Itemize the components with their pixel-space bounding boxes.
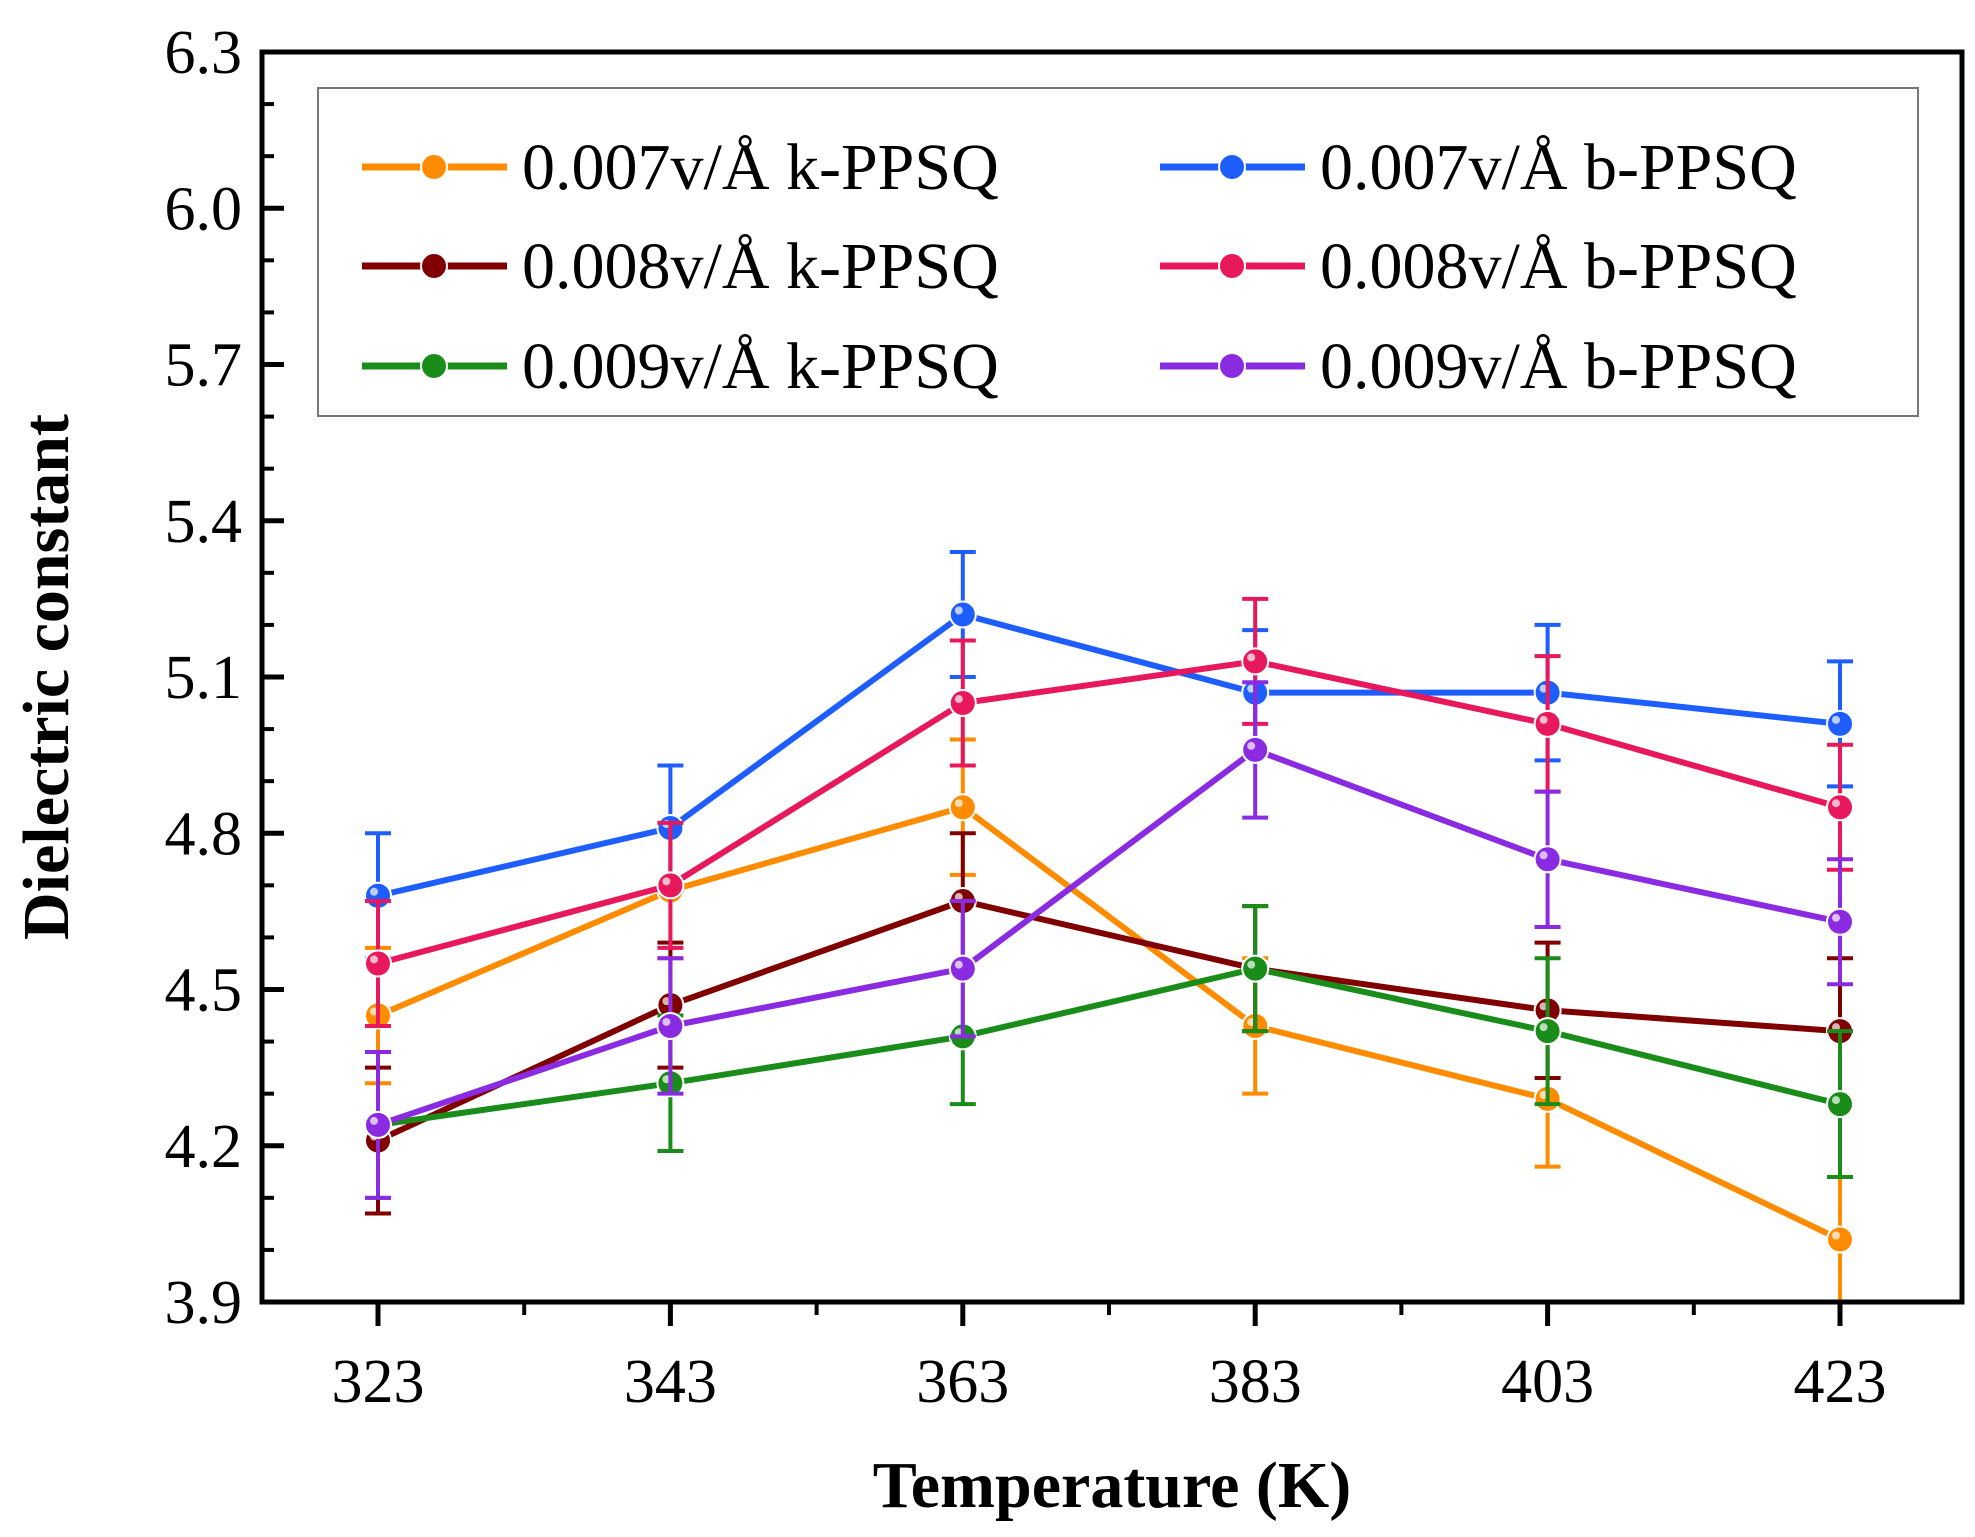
data-point xyxy=(1826,1225,1854,1254)
data-point-highlight xyxy=(370,955,378,964)
x-axis-title: Temperature (K) xyxy=(873,1449,1351,1522)
data-point-highlight xyxy=(1247,653,1256,662)
y-tick-label: 4.5 xyxy=(165,957,243,1025)
plot-series xyxy=(364,550,1854,1304)
data-point xyxy=(364,949,392,978)
data-point xyxy=(656,1011,685,1040)
y-tick-label: 4.2 xyxy=(165,1113,243,1181)
data-point-highlight xyxy=(1832,913,1840,922)
data-point-highlight xyxy=(1539,1023,1548,1032)
series-line xyxy=(376,804,1842,1243)
data-point xyxy=(948,689,977,718)
legend-item: 0.007v/Å b-PPSQ xyxy=(1160,131,1797,204)
legend-item: 0.007v/Å k-PPSQ xyxy=(362,131,999,204)
legend-label: 0.009v/Å b-PPSQ xyxy=(1320,330,1797,403)
y-tick-label: 4.8 xyxy=(165,800,243,868)
x-tick-label: 403 xyxy=(1501,1348,1594,1416)
legend: 0.007v/Å k-PPSQ 0.007v/Å b-PPSQ 0.008v/Å k… xyxy=(317,87,1919,417)
data-point-highlight xyxy=(954,960,963,969)
data-point xyxy=(1533,845,1562,874)
legend-swatch-marker xyxy=(420,252,448,280)
legend-box xyxy=(317,87,1919,417)
x-tick-label: 383 xyxy=(1209,1348,1302,1416)
x-tick-label: 363 xyxy=(916,1348,1009,1416)
series-line xyxy=(377,965,1841,1128)
data-point-highlight xyxy=(1832,799,1840,808)
data-point xyxy=(1241,954,1270,983)
data-point xyxy=(1241,647,1270,676)
data-point xyxy=(1533,1017,1562,1046)
legend-label: 0.008v/Å b-PPSQ xyxy=(1320,230,1797,303)
legend-label: 0.009v/Å k-PPSQ xyxy=(522,330,999,403)
series-line xyxy=(377,611,1841,899)
data-point-highlight xyxy=(1247,741,1256,750)
legend-swatch-marker xyxy=(1218,252,1246,280)
data-point xyxy=(1826,907,1854,936)
data-point xyxy=(948,793,977,822)
data-point-highlight xyxy=(1832,1231,1840,1240)
series-line xyxy=(377,658,1841,967)
data-point-highlight xyxy=(1539,715,1548,724)
plot-frame xyxy=(259,49,1965,1305)
y-tick-label: 5.7 xyxy=(165,332,243,400)
data-point-highlight xyxy=(1832,715,1840,724)
data-point xyxy=(1826,793,1854,822)
data-point xyxy=(1826,709,1854,738)
y-tick-label: 3.9 xyxy=(165,1269,243,1337)
data-point-highlight xyxy=(954,799,963,808)
series-6 xyxy=(364,680,1854,1200)
series-line xyxy=(377,746,1841,1128)
legend-item: 0.008v/Å k-PPSQ xyxy=(362,230,999,303)
legend-label: 0.007v/Å k-PPSQ xyxy=(522,131,999,204)
y-tick-label: 5.4 xyxy=(165,488,243,556)
data-point-highlight xyxy=(1247,960,1256,969)
legend-label: 0.007v/Å b-PPSQ xyxy=(1320,131,1797,204)
y-tick-label: 6.0 xyxy=(165,175,243,243)
legend-label: 0.008v/Å k-PPSQ xyxy=(522,230,999,303)
data-point-highlight xyxy=(370,1116,378,1125)
data-point-highlight xyxy=(954,695,963,704)
data-point-highlight xyxy=(1539,851,1548,860)
data-point xyxy=(1533,709,1562,738)
data-point-highlight xyxy=(370,887,378,896)
legend-item: 0.008v/Å b-PPSQ xyxy=(1160,230,1797,303)
data-point-highlight xyxy=(1832,1096,1840,1105)
legend-item: 0.009v/Å k-PPSQ xyxy=(362,330,999,403)
data-point xyxy=(656,871,685,900)
y-tick-label: 6.3 xyxy=(165,19,243,87)
legend-swatch-marker xyxy=(420,153,448,181)
series-line xyxy=(376,898,1841,1144)
data-point xyxy=(1241,735,1270,764)
legend-swatch-marker xyxy=(1218,352,1246,380)
legend-item: 0.009v/Å b-PPSQ xyxy=(1160,330,1797,403)
data-point-highlight xyxy=(662,877,671,886)
data-point-highlight xyxy=(954,606,963,615)
legend-swatch-marker xyxy=(420,352,448,380)
y-tick-label: 5.1 xyxy=(165,644,243,712)
x-tick-label: 323 xyxy=(332,1348,425,1416)
data-point xyxy=(364,1110,392,1139)
x-tick-label: 423 xyxy=(1794,1348,1887,1416)
y-axis-title: Dielectric constant xyxy=(10,414,83,940)
data-point-highlight xyxy=(662,1017,671,1026)
data-point xyxy=(1826,1090,1854,1119)
data-point xyxy=(948,600,977,629)
x-tick-label: 343 xyxy=(624,1348,717,1416)
data-point xyxy=(948,954,977,983)
tick-labels: 3.9 4.2 4.5 4.8 5.1 5.4 5.7 6.0 6.3 323 343 363 383 4… xyxy=(165,19,1887,1416)
legend-swatch-marker xyxy=(1218,153,1246,181)
